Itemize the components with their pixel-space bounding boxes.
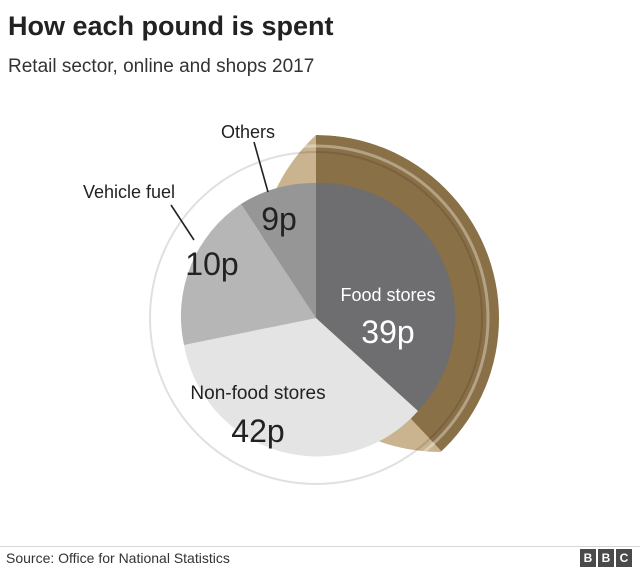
footer-divider	[0, 546, 640, 547]
value-vehicle-fuel: 10p	[185, 246, 238, 282]
label-food-stores: Food stores	[340, 285, 435, 305]
value-others: 9p	[261, 201, 297, 237]
label-vehicle-fuel: Vehicle fuel	[83, 182, 175, 202]
bbc-logo-letter: B	[598, 549, 614, 567]
label-non-food-stores: Non-food stores	[190, 383, 325, 404]
bbc-logo: B B C	[580, 549, 632, 567]
leader-line-vehicle-fuel	[170, 204, 195, 241]
leader-line-others	[253, 141, 269, 193]
value-food-stores: 39p	[361, 314, 414, 350]
bbc-logo-letter: C	[616, 549, 632, 567]
coin-inner-rim-line	[149, 151, 483, 485]
value-non-food-stores: 42p	[231, 413, 284, 449]
slice-food-stores	[316, 182, 456, 411]
label-others: Others	[221, 122, 275, 142]
coin-rim-line	[142, 144, 490, 492]
bbc-logo-letter: B	[580, 549, 596, 567]
slice-non-food-stores	[184, 318, 418, 457]
slice-others	[241, 182, 316, 318]
chart-subtitle: Retail sector, online and shops 2017	[8, 56, 315, 77]
source-note: Source: Office for National Statistics	[6, 550, 230, 566]
slice-vehicle-fuel	[180, 204, 316, 345]
chart-title: How each pound is spent	[8, 11, 334, 41]
